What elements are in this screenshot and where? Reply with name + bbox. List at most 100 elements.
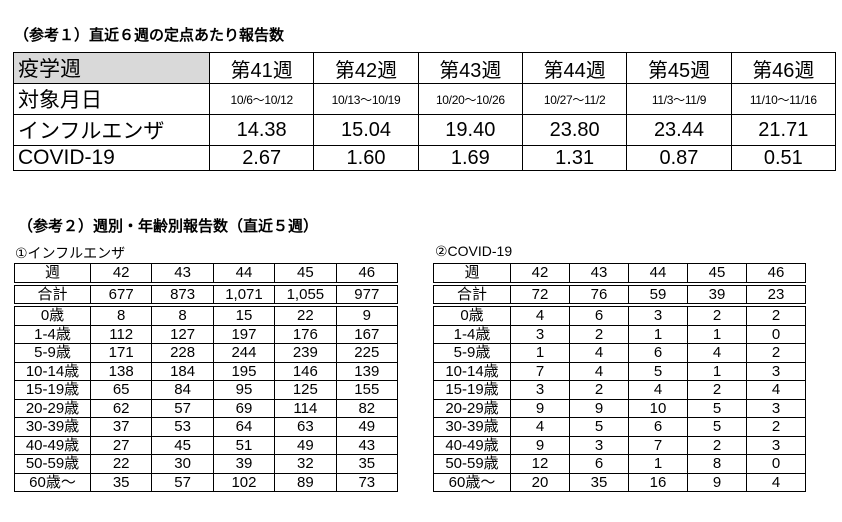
total-cell: 1,071 [212,283,276,307]
ref2-title: （参考２）週別・年齢別報告数（直近５週） [18,218,319,235]
flu-row: インフルエンザ 14.38 15.04 19.40 23.80 23.44 21.71 [13,114,837,146]
age-row: 5-9歳 171 228 244 239 225 [14,343,399,363]
rate-cell: 14.38 [208,114,315,146]
age-label: 15-19歳 [14,380,91,400]
total-cell: 76 [569,283,629,307]
age-label: 1-4歳 [14,324,91,344]
date-range: 10/13～10/19 [313,83,419,115]
age-label: 40-49歳 [14,435,91,455]
count-cell: 2 [569,324,629,344]
count-cell: 9 [510,398,570,418]
count-cell: 1 [687,361,747,381]
count-cell: 2 [746,343,806,363]
count-cell: 53 [151,417,214,437]
count-cell: 57 [151,472,214,492]
count-cell: 167 [335,324,399,344]
count-cell: 4 [510,304,570,326]
week-row: 疫学週 第41週 第42週 第43週 第44週 第45週 第46週 [13,52,837,84]
age-label: 50-59歳 [14,454,91,474]
count-cell: 1 [687,324,747,344]
count-cell: 3 [628,304,688,326]
week-header: 第42週 [313,52,419,84]
row-label: インフルエンザ [13,114,210,146]
header-label: 疫学週 [13,52,210,84]
count-cell: 2 [687,380,747,400]
count-cell: 171 [89,343,153,363]
count-cell: 39 [212,454,276,474]
rate-cell: 0.51 [730,145,837,171]
count-cell: 5 [628,361,688,381]
count-cell: 5 [569,417,629,437]
rate-cell: 15.04 [313,114,419,146]
week-header: 42 [510,263,570,286]
week-header: 46 [335,263,399,286]
age-row: 15-19歳 3 2 4 2 4 [433,380,806,400]
age-row: 1-4歳 3 2 1 1 0 [433,324,806,344]
week-header: 46 [746,263,806,286]
age-label: 30-39歳 [433,417,511,437]
age-label: 15-19歳 [433,380,511,400]
count-cell: 184 [151,361,214,381]
total-cell: 72 [510,283,570,307]
age-label: 40-49歳 [433,435,511,455]
count-cell: 6 [628,417,688,437]
age-row: 60歳～ 20 35 16 9 4 [433,472,806,492]
count-cell: 63 [274,417,337,437]
flu-subtitle: ①インフルエンザ [15,245,126,261]
age-row: 1-4歳 112 127 197 176 167 [14,324,399,344]
rate-cell: 23.44 [626,114,732,146]
count-cell: 32 [274,454,337,474]
count-cell: 1 [628,454,688,474]
age-row: 60歳～ 35 57 102 89 73 [14,472,399,492]
count-cell: 10 [628,398,688,418]
age-row: 20-29歳 62 57 69 114 82 [14,398,399,418]
count-cell: 4 [569,343,629,363]
rate-cell: 0.87 [626,145,732,171]
count-cell: 9 [335,304,399,326]
week-header: 第43週 [417,52,523,84]
age-label: 30-39歳 [14,417,91,437]
count-cell: 4 [746,472,806,492]
count-cell: 69 [212,398,276,418]
count-cell: 3 [569,435,629,455]
count-cell: 51 [212,435,276,455]
week-header: 45 [687,263,747,286]
age-label: 5-9歳 [14,343,91,363]
count-cell: 35 [569,472,629,492]
count-cell: 89 [274,472,337,492]
count-cell: 4 [746,380,806,400]
age-label: 50-59歳 [433,454,511,474]
age-row: 50-59歳 12 6 1 8 0 [433,454,806,474]
count-cell: 197 [212,324,276,344]
count-cell: 2 [687,304,747,326]
count-cell: 22 [274,304,337,326]
age-label: 1-4歳 [433,324,511,344]
total-label: 合計 [433,283,511,307]
age-row: 10-14歳 7 4 5 1 3 [433,361,806,381]
rate-cell: 1.60 [313,145,419,171]
total-cell: 59 [628,283,688,307]
count-cell: 127 [151,324,214,344]
count-cell: 8 [687,454,747,474]
count-cell: 125 [274,380,337,400]
ref1-title: （参考１）直近６週の定点あたり報告数 [14,27,285,44]
count-cell: 2 [746,417,806,437]
age-row: 15-19歳 65 84 95 125 155 [14,380,399,400]
count-cell: 37 [89,417,153,437]
count-cell: 3 [746,361,806,381]
count-cell: 1 [510,343,570,363]
count-cell: 225 [335,343,399,363]
count-cell: 244 [212,343,276,363]
age-row: 40-49歳 27 45 51 49 43 [14,435,399,455]
count-cell: 3 [746,398,806,418]
count-cell: 3 [746,435,806,455]
count-cell: 12 [510,454,570,474]
age-label: 0歳 [14,304,91,326]
dates-row: 対象月日 10/6～10/12 10/13～10/19 10/20～10/26 10/… [13,83,837,115]
total-cell: 1,055 [274,283,337,307]
age-label: 0歳 [433,304,511,326]
count-cell: 112 [89,324,153,344]
count-cell: 22 [89,454,153,474]
rate-cell: 1.69 [417,145,523,171]
count-cell: 45 [151,435,214,455]
